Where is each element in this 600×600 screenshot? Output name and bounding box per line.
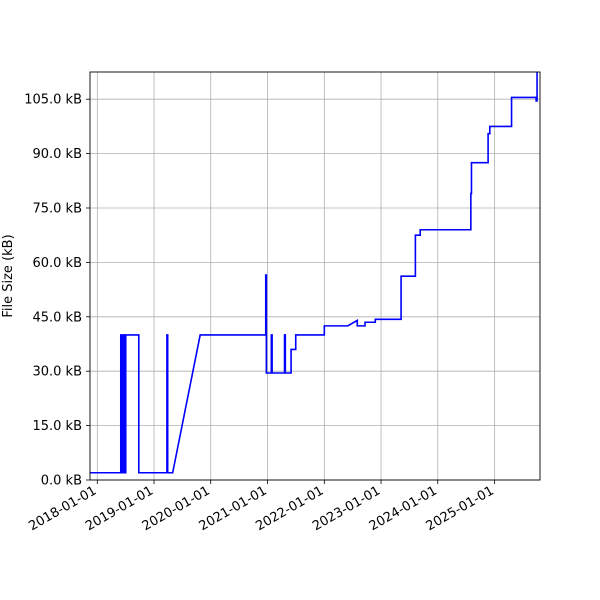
y-tick-label: 0.0 kB [41,474,82,489]
axes-frame [89,71,541,481]
y-tick-label: 60.0 kB [32,256,82,271]
tick-marks: 0.0 kB 15.0 kB 30.0 kB 45.0 kB 60.0 kB 75.0 k… [24,93,496,535]
y-tick-label: 75.0 kB [32,202,82,217]
y-tick-label: 45.0 kB [32,310,82,325]
y-tick-label: 30.0 kB [32,365,82,380]
file-size-series-line [90,72,538,474]
y-axis-label: File Size (kB) [1,234,16,317]
y-tick-label: 90.0 kB [32,147,82,162]
y-tick-label: 105.0 kB [24,93,82,108]
y-tick-label: 15.0 kB [32,419,82,434]
series-layer [90,72,538,474]
grid-lines [90,72,540,481]
plot-frame [89,71,541,481]
